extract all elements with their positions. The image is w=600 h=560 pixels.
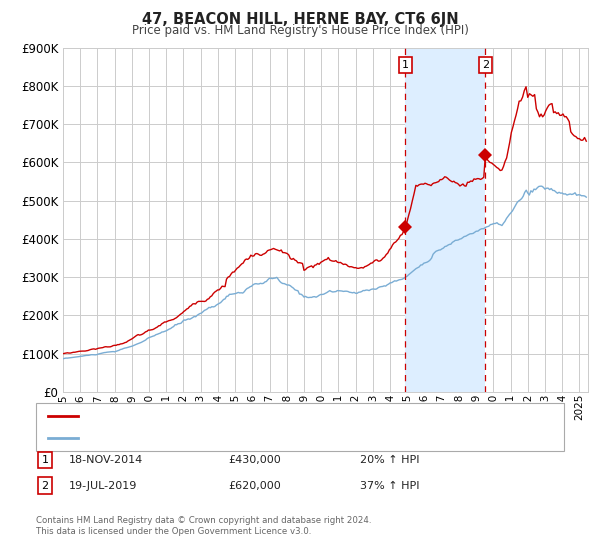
Text: 37% ↑ HPI: 37% ↑ HPI [360,480,419,491]
Text: 18-NOV-2014: 18-NOV-2014 [69,455,143,465]
Text: 2: 2 [482,60,489,70]
Text: 1: 1 [401,60,409,70]
Text: Contains HM Land Registry data © Crown copyright and database right 2024.: Contains HM Land Registry data © Crown c… [36,516,371,525]
Text: 47, BEACON HILL, HERNE BAY, CT6 6JN (detached house): 47, BEACON HILL, HERNE BAY, CT6 6JN (det… [84,411,397,421]
Text: 19-JUL-2019: 19-JUL-2019 [69,480,137,491]
Text: £620,000: £620,000 [228,480,281,491]
Text: Price paid vs. HM Land Registry's House Price Index (HPI): Price paid vs. HM Land Registry's House … [131,24,469,36]
Text: 2: 2 [41,480,49,491]
Text: HPI: Average price, detached house, Canterbury: HPI: Average price, detached house, Cant… [84,433,348,444]
Text: This data is licensed under the Open Government Licence v3.0.: This data is licensed under the Open Gov… [36,528,311,536]
Text: 20% ↑ HPI: 20% ↑ HPI [360,455,419,465]
Text: £430,000: £430,000 [228,455,281,465]
Text: 1: 1 [41,455,49,465]
Text: 47, BEACON HILL, HERNE BAY, CT6 6JN: 47, BEACON HILL, HERNE BAY, CT6 6JN [142,12,458,27]
Bar [405,48,485,392]
